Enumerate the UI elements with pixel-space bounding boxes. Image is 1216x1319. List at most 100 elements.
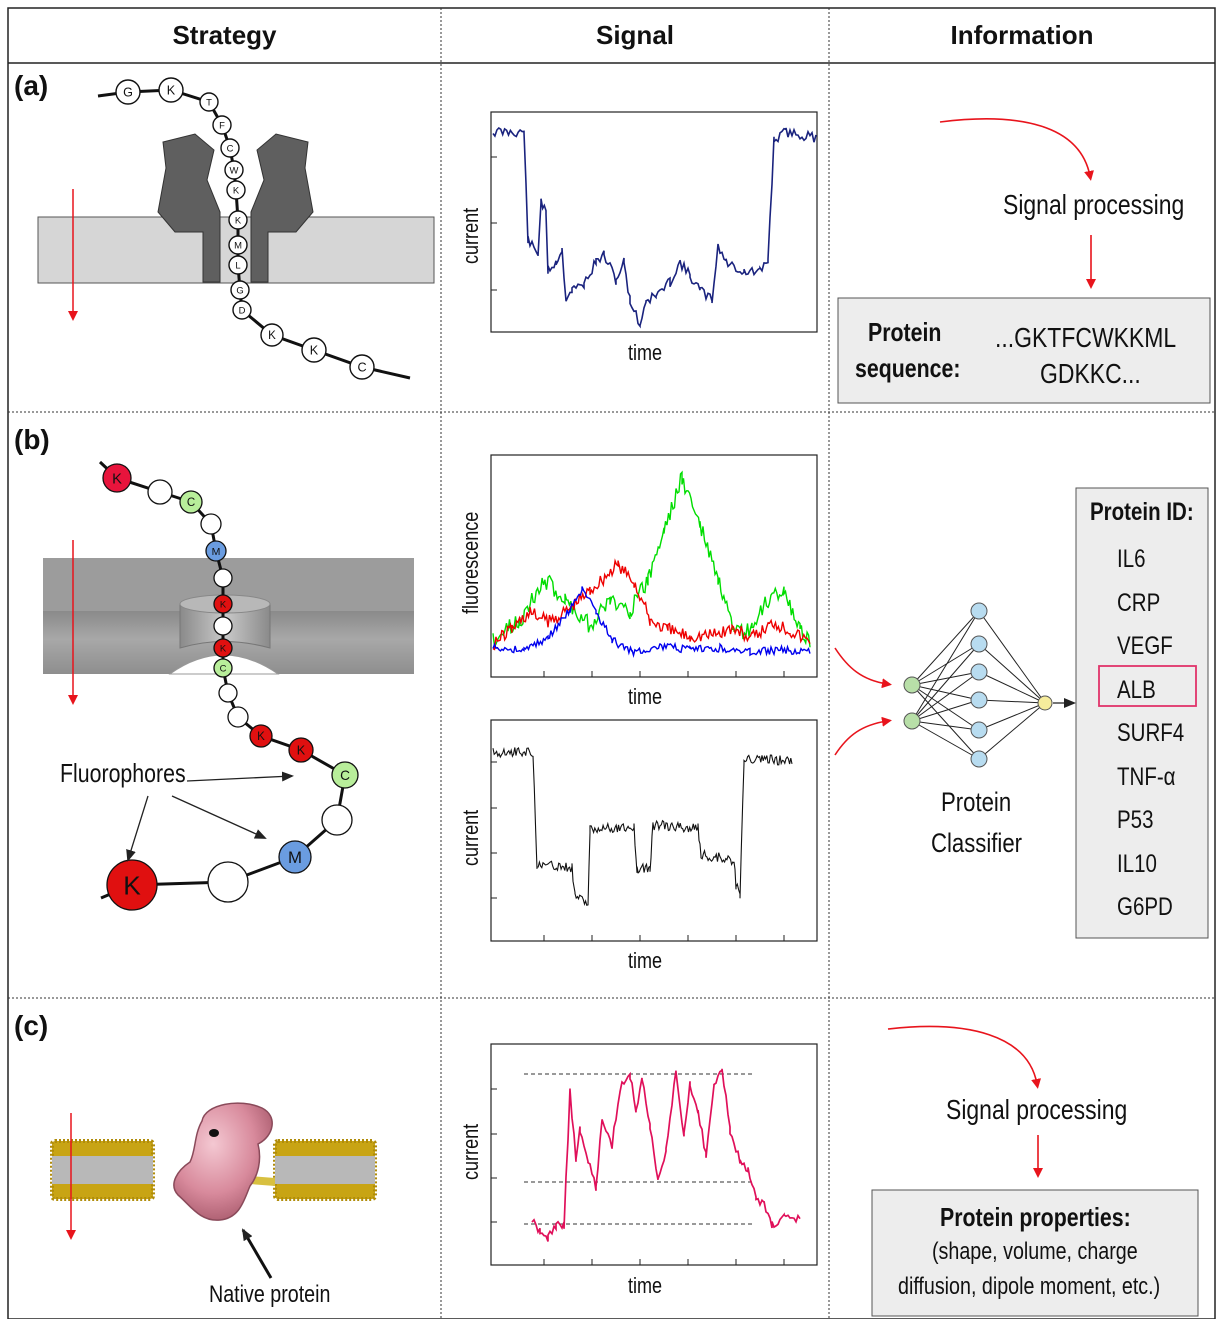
nn-edge	[978, 610, 1046, 704]
residue-b	[213, 568, 233, 588]
classifier-label-line2: Classifier	[931, 828, 1023, 858]
protein-id-item: P53	[1117, 806, 1154, 834]
nn-edge	[911, 610, 980, 686]
svg-text:K: K	[220, 643, 227, 654]
panel-a-info	[837, 118, 1211, 404]
residue-a: C	[349, 354, 375, 380]
residue-b: K	[213, 638, 233, 658]
residue-b	[218, 683, 238, 703]
residue-a: K	[226, 180, 246, 200]
residue-a: G	[115, 79, 141, 105]
residue-b: K	[106, 859, 158, 911]
nn-edge	[911, 684, 980, 731]
svg-text:M: M	[212, 546, 221, 558]
residue-b	[227, 706, 249, 728]
sequence-title-line1: Protein	[868, 317, 942, 347]
classifier-label-line1: Protein	[941, 787, 1012, 817]
panel-label-a: (a)	[14, 70, 49, 101]
residue-b: C	[213, 658, 233, 678]
properties-line1: (shape, volume, charge	[932, 1238, 1138, 1265]
svg-text:G: G	[123, 86, 133, 100]
residue-b: C	[331, 761, 359, 789]
nn-hidden-node	[970, 663, 988, 681]
nn-edge	[911, 720, 980, 760]
residue-b: K	[249, 724, 273, 748]
svg-text:K: K	[257, 731, 265, 743]
native-protein-pointer	[241, 1228, 273, 1279]
panel-a-signal	[490, 111, 818, 333]
residue-b: C	[179, 490, 203, 514]
svg-text:D: D	[239, 305, 246, 316]
residue-a: D	[232, 300, 252, 320]
svg-text:C: C	[220, 663, 227, 674]
svg-text:M: M	[234, 240, 242, 251]
native-protein-shape	[173, 1102, 273, 1221]
panel-b-info	[834, 487, 1209, 939]
panel-c-signal	[490, 1043, 818, 1266]
residue-a: T	[199, 92, 219, 112]
svg-text:G: G	[236, 285, 243, 296]
plot-frame-b-current	[490, 719, 818, 942]
residue-b: M	[205, 540, 227, 562]
fluorophore-pointers	[126, 771, 294, 862]
svg-text:K: K	[220, 599, 227, 610]
nn-hidden-node	[970, 750, 988, 768]
residue-a: K	[260, 323, 284, 347]
residue-b: K	[102, 463, 132, 493]
properties-line2: diffusion, dipole moment, etc.)	[898, 1273, 1161, 1300]
panel-c-strategy	[50, 1102, 377, 1279]
header-information: Information	[950, 20, 1094, 50]
nn-edge	[911, 610, 980, 722]
svg-text:M: M	[288, 848, 302, 867]
xlabel-c: time	[628, 1273, 663, 1298]
svg-text:F: F	[219, 120, 225, 131]
nn-output-node	[1037, 695, 1053, 711]
process-arrow-c1	[887, 1025, 1042, 1089]
sequence-title-line2: sequence:	[855, 353, 961, 383]
classifier-network-nodes	[903, 602, 1053, 768]
residue-a: M	[228, 235, 248, 255]
protein-id-item: CRP	[1117, 588, 1161, 617]
residue-a: F	[212, 115, 232, 135]
nn-hidden-node	[970, 635, 988, 653]
protein-id-item: ALB	[1117, 675, 1156, 704]
svg-text:K: K	[235, 215, 242, 226]
svg-text:C: C	[187, 497, 195, 509]
protein-id-list: IL6 CRP VEGF ALB SURF4 TNF-α P53 IL10 G6…	[1117, 538, 1199, 930]
panel-b-signal	[490, 454, 818, 942]
protein-id-item: G6PD	[1117, 893, 1173, 921]
residue-a: W	[224, 160, 244, 180]
highlight-alb-box	[1098, 665, 1197, 707]
panel-c-info	[871, 1025, 1199, 1317]
nn-hidden-node	[970, 602, 988, 620]
nn-input-node	[903, 676, 921, 694]
nn-edge	[911, 671, 980, 686]
svg-text:C: C	[340, 768, 350, 783]
ticks-b-fluor	[543, 671, 785, 677]
residue-b	[213, 616, 233, 636]
protein-id-item: VEGF	[1117, 632, 1173, 660]
fluor-trace-green	[492, 470, 811, 649]
residue-a: L	[228, 255, 248, 275]
pore-connector-c	[250, 1176, 275, 1186]
fluorophores-label: Fluorophores	[60, 758, 186, 788]
nn-edge	[911, 699, 980, 722]
header-strategy: Strategy	[172, 20, 277, 50]
nn-input-node	[903, 712, 921, 730]
properties-title: Protein properties:	[940, 1202, 1131, 1232]
pore-right-a	[250, 133, 314, 283]
fluor-trace-red	[492, 558, 811, 651]
properties-box	[871, 1189, 1199, 1317]
nn-hidden-node	[970, 721, 988, 739]
nn-edge	[911, 643, 980, 722]
nn-edge	[978, 702, 1046, 731]
classifier-network-edges	[911, 610, 1046, 760]
nn-edge	[911, 720, 980, 731]
sequence-box	[837, 297, 1211, 404]
nn-edge	[911, 671, 980, 722]
residue-a: K	[228, 210, 248, 230]
svg-text:T: T	[206, 97, 212, 108]
nn-hidden-node	[970, 691, 988, 709]
